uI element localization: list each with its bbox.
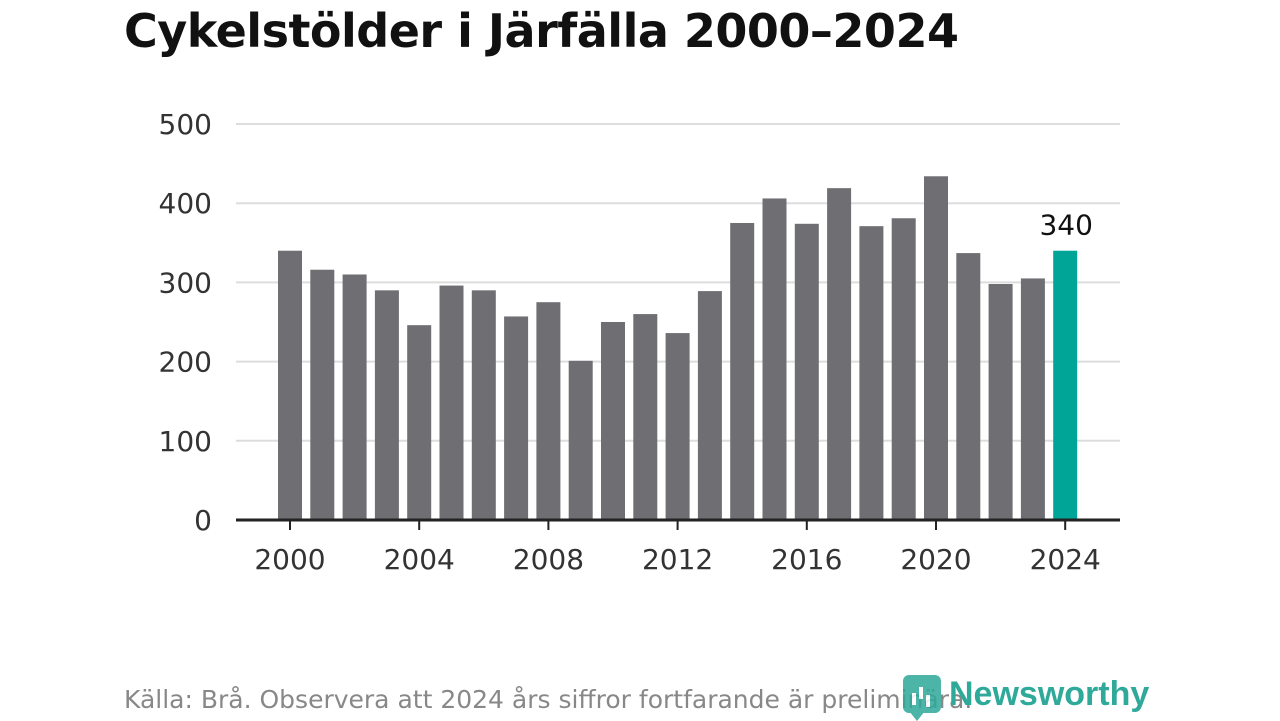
bar-2020: [924, 176, 948, 520]
y-tick-label: 200: [159, 346, 212, 379]
bar-2016: [794, 223, 819, 521]
x-tick-label: 2016: [771, 543, 842, 576]
newsworthy-logo: Newsworthy: [903, 672, 1150, 721]
source-note: Källa: Brå. Observera att 2024 års siffr…: [124, 685, 973, 714]
bar-2013: [697, 291, 722, 520]
chart-title: Cykelstölder i Järfälla 2000–2024: [124, 4, 959, 58]
bars: [278, 176, 1078, 521]
labels: 0 100 200 300 400 500 340 2000 2004 2008 2012 2016 2…: [159, 108, 1101, 576]
y-tick-label: 500: [159, 108, 212, 141]
y-tick-label: 0: [194, 504, 212, 537]
x-tick-label: 2012: [642, 543, 713, 576]
bar-2018: [859, 226, 884, 520]
bar-2012: [665, 333, 690, 520]
bar-2003: [374, 290, 399, 520]
bar-2021: [956, 253, 981, 520]
bar-2005: [439, 285, 464, 520]
bar-2008: [536, 302, 561, 520]
bar-2007: [504, 316, 529, 520]
bar-2000: [278, 250, 302, 520]
bar-2014: [730, 223, 755, 520]
bar-2006: [471, 290, 496, 520]
bar-2019: [891, 218, 916, 521]
bar-2011: [633, 314, 658, 520]
y-tick-label: 400: [159, 187, 212, 220]
x-tick-label: 2024: [1030, 543, 1101, 576]
bar-2022: [988, 283, 1013, 520]
bar-2002: [342, 274, 367, 520]
x-tick-label: 2008: [513, 543, 584, 576]
bar-2017: [827, 188, 852, 521]
bar-2001: [310, 269, 335, 520]
bar-2010: [601, 322, 625, 520]
bar-2023: [1020, 278, 1045, 520]
bar-2004: [407, 325, 432, 520]
bar-2024: [1053, 250, 1078, 520]
bar-2009: [568, 360, 593, 520]
bar-chart-logo-icon: [903, 675, 941, 721]
logo-text: Newsworthy: [949, 674, 1150, 713]
x-tick-label: 2004: [384, 543, 455, 576]
axes: [236, 518, 1120, 530]
x-tick-label: 2020: [900, 543, 971, 576]
y-tick-label: 300: [159, 266, 212, 299]
y-tick-label: 100: [159, 425, 212, 458]
x-tick-label: 2000: [254, 543, 325, 576]
data-label: 340: [1039, 209, 1092, 242]
bar-chart: 0 100 200 300 400 500 340 2000 2004 2008 2012 2016 2…: [159, 108, 1120, 576]
bar-2015: [762, 198, 787, 520]
